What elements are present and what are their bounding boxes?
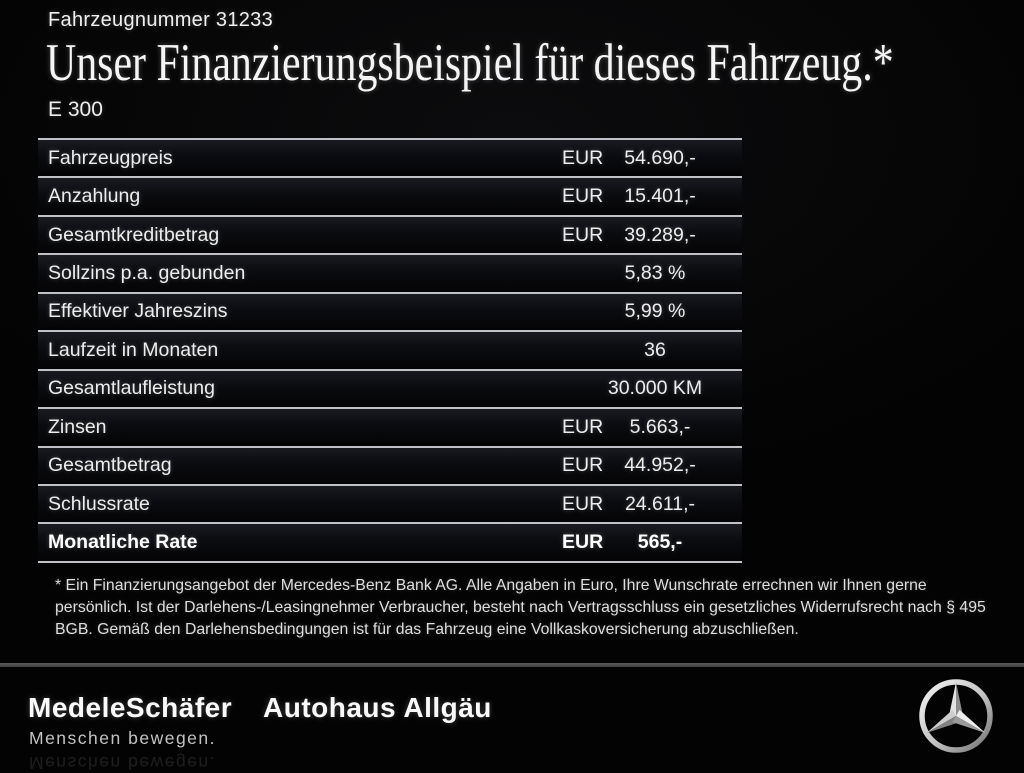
row-value: 5,99 % [624, 300, 686, 323]
row-currency: EUR [562, 531, 604, 554]
row-value: 24.611,- [624, 492, 696, 515]
row-value: 565,- [637, 531, 683, 554]
row-currency: EUR [562, 415, 604, 438]
row-value: 39.289,- [624, 223, 696, 246]
table-row-gesamtkreditbetrag: Gesamtkreditbetrag EUR 39.289,- [38, 214, 742, 254]
vehicle-number: Fahrzeugnummer 31233 [48, 9, 274, 31]
row-label: Fahrzeugpreis [48, 146, 173, 169]
row-currency: EUR [562, 492, 604, 515]
vehicle-model: E 300 [48, 98, 103, 121]
row-currency: EUR [562, 185, 604, 208]
row-label: Zinsen [48, 415, 107, 438]
row-label: Gesamtbetrag [48, 454, 172, 477]
row-values: 30.000 KM [557, 371, 742, 407]
row-values: 5,83 % [557, 255, 742, 291]
dealer-tagline: Menschen bewegen. [29, 728, 216, 748]
row-value: 44.952,- [624, 454, 696, 477]
row-currency: EUR [562, 454, 604, 477]
table-row-laufzeit: Laufzeit in Monaten 36 [38, 330, 742, 369]
dealer-logo-autohaus-allgaeu: Autohaus Allgäu [263, 692, 492, 723]
dealer-tagline-reflection: Menschen bewegen. [29, 753, 216, 773]
row-value: 30.000 KM [607, 377, 703, 400]
row-label: Sollzins p.a. gebunden [48, 262, 246, 285]
row-values: EUR 5.663,- [557, 409, 742, 445]
row-label: Anzahlung [48, 185, 141, 208]
dealer-logo-medeleschaefer: MedeleSchäfer [28, 692, 233, 723]
table-row-monatliche-rate: Monatliche Rate EUR 565,- [38, 522, 742, 561]
mercedes-star-icon [919, 679, 993, 753]
table-row-effektiver-jahreszins: Effektiver Jahreszins 5,99 % [38, 291, 742, 331]
financing-table: Fahrzeugpreis EUR 54.690,- Anzahlung EUR… [38, 138, 742, 563]
legal-footnote: * Ein Finanzierungsangebot der Mercedes-… [55, 577, 986, 638]
row-value: 5,83 % [624, 262, 686, 285]
table-row-anzahlung: Anzahlung EUR 15.401,- [38, 176, 742, 215]
row-value: 36 [644, 338, 666, 361]
row-values: EUR 15.401,- [557, 178, 742, 214]
row-values: 36 [557, 332, 742, 368]
row-values: EUR 44.952,- [557, 448, 742, 484]
row-value: 54.690,- [624, 146, 696, 169]
row-label: Laufzeit in Monaten [48, 338, 219, 361]
row-values: EUR 39.289,- [557, 217, 742, 253]
row-currency: EUR [562, 146, 604, 169]
row-label: Gesamtlaufleistung [48, 377, 215, 400]
table-row-schlussrate: Schlussrate EUR 24.611,- [38, 483, 742, 523]
row-value: 5.663,- [629, 415, 691, 438]
table-row-zinsen: Zinsen EUR 5.663,- [38, 407, 742, 446]
row-label: Schlussrate [48, 492, 150, 515]
row-values: EUR 565,- [557, 524, 742, 560]
row-label: Monatliche Rate [48, 531, 198, 554]
table-row-sollzins: Sollzins p.a. gebunden 5,83 % [38, 253, 742, 292]
table-row-gesamtlaufleistung: Gesamtlaufleistung 30.000 KM [38, 368, 742, 408]
footer-divider [0, 663, 1024, 667]
row-values: EUR 54.690,- [557, 140, 742, 176]
row-label: Effektiver Jahreszins [48, 300, 228, 323]
row-values: EUR 24.611,- [557, 486, 742, 522]
row-currency: EUR [562, 223, 604, 246]
page-title: Unser Finanzierungsbeispiel für dieses F… [46, 34, 894, 92]
table-row-gesamtbetrag: Gesamtbetrag EUR 44.952,- [38, 445, 742, 484]
row-values: 5,99 % [557, 294, 742, 330]
row-label: Gesamtkreditbetrag [48, 223, 220, 246]
row-value: 15.401,- [624, 185, 696, 208]
table-row-fahrzeugpreis: Fahrzeugpreis EUR 54.690,- [38, 138, 742, 177]
